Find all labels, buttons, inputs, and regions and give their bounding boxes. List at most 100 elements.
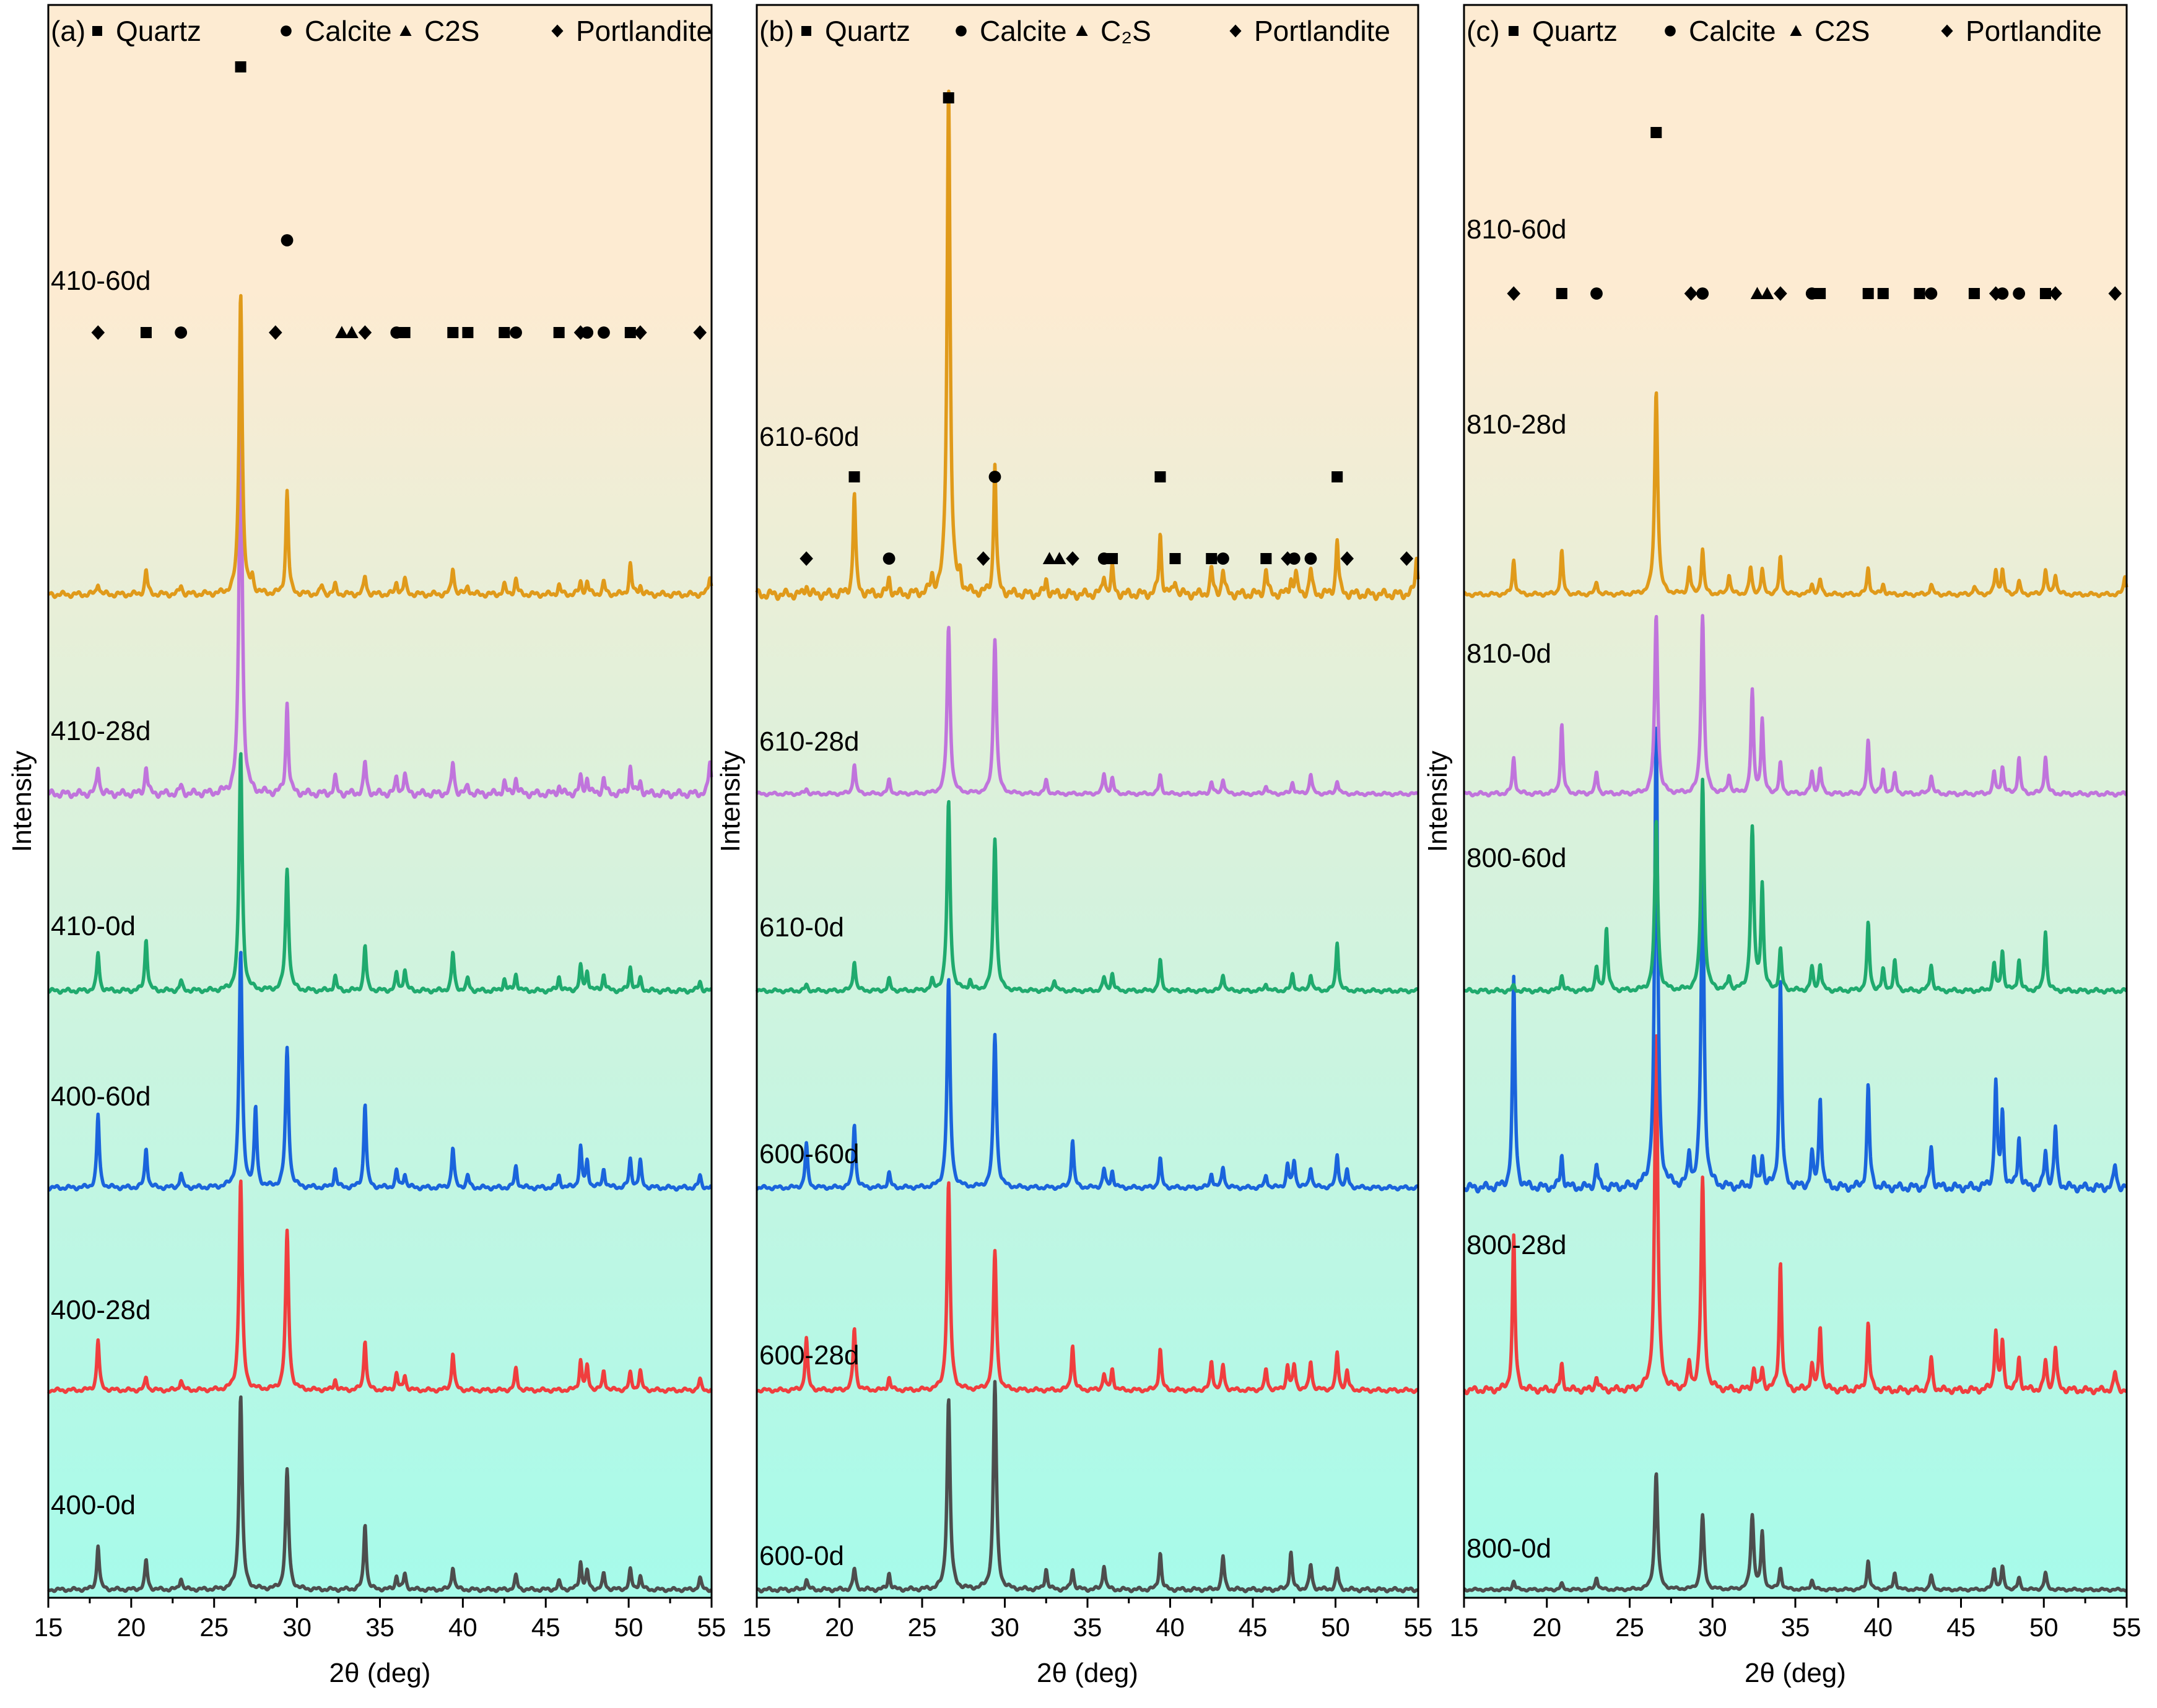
legend-label: Portlandite: [1254, 15, 1390, 47]
legend-symbol-circle: [281, 25, 292, 37]
phase-marker-square: [1107, 553, 1118, 564]
x-axis-title: 2θ (deg): [1037, 1658, 1138, 1688]
phase-marker-diamond: [1774, 286, 1787, 301]
xrd-curve-800-0d: [1463, 1472, 2128, 1593]
panel-label: (a): [51, 15, 85, 47]
phase-marker-circle: [281, 234, 294, 246]
xrd-curve-810-0d: [1463, 777, 2128, 995]
phase-marker-circle: [510, 326, 522, 339]
legend-label: C₂S: [1100, 15, 1151, 47]
phase-marker-square: [1815, 288, 1826, 299]
phase-marker-square: [1650, 127, 1662, 138]
phase-marker-square: [1556, 288, 1567, 299]
x-tick-label: 35: [1073, 1613, 1102, 1642]
phase-marker-square: [1331, 471, 1343, 482]
phase-marker-diamond: [1684, 286, 1698, 301]
xrd-curve-400-60d: [47, 951, 713, 1192]
x-tick-label: 25: [908, 1613, 937, 1642]
x-tick-label: 45: [531, 1613, 560, 1642]
panel-label: (b): [759, 15, 794, 47]
legend-symbol-circle: [956, 25, 967, 37]
curve-label: 810-0d: [1466, 638, 1551, 669]
y-axis-title: Intensity: [7, 751, 37, 852]
x-tick-label: 20: [825, 1613, 854, 1642]
legend-symbol-square: [1509, 26, 1519, 36]
phase-marker-square: [140, 327, 152, 338]
legend-label: Portlandite: [1966, 15, 2102, 47]
xrd-curve-800-28d: [1463, 1034, 2128, 1396]
legend-label: Calcite: [1689, 15, 1776, 47]
phase-marker-circle: [598, 326, 610, 339]
phase-marker-diamond: [693, 325, 707, 340]
phase-marker-diamond: [91, 325, 105, 340]
curve-label: 410-60d: [51, 266, 150, 296]
phase-marker-square: [499, 327, 510, 338]
xrd-curve-610-60d: [755, 89, 1420, 601]
xrd-curve-400-0d: [47, 1395, 713, 1593]
phase-marker-square: [1169, 553, 1181, 564]
x-tick-label: 35: [365, 1613, 394, 1642]
legend-symbol-diamond: [1229, 24, 1242, 38]
curve-label: 600-60d: [759, 1139, 859, 1169]
panel-2: 800-0d 800-28d 800-60d 810-0d 810-28d 810-60d…: [1423, 4, 2142, 1688]
phase-marker-square: [399, 327, 411, 338]
curve-label: 410-0d: [51, 911, 136, 941]
legend-symbol-square: [801, 26, 811, 36]
xrd-curve-800-60d: [1463, 726, 2128, 1194]
phase-marker-circle: [1996, 287, 2009, 300]
phase-marker-diamond: [2108, 286, 2122, 301]
curve-label: 800-60d: [1466, 843, 1566, 873]
legend-label: Calcite: [305, 15, 392, 47]
phase-marker-diamond: [1281, 551, 1294, 566]
panel-0: 400-0d 400-28d 400-60d 410-0d 410-28d 410-60d…: [7, 4, 726, 1688]
phase-marker-square: [1914, 288, 1925, 299]
curve-label: 410-28d: [51, 716, 150, 746]
phase-marker-square: [943, 92, 954, 103]
legend-label: Quartz: [1532, 15, 1618, 47]
curve-label: 810-60d: [1466, 214, 1566, 245]
curve-label: 610-0d: [759, 912, 844, 943]
curve-label: 800-28d: [1466, 1230, 1566, 1260]
phase-marker-circle: [882, 552, 895, 565]
x-tick-label: 30: [282, 1613, 312, 1642]
x-tick-label: 25: [199, 1613, 229, 1642]
xrd-curve-810-60d: [1463, 391, 2129, 598]
phase-marker-square: [1862, 288, 1874, 299]
phase-marker-diamond: [269, 325, 282, 340]
phase-marker-circle: [1925, 287, 1938, 300]
curve-label: 800-0d: [1466, 1533, 1551, 1564]
phase-marker-circle: [1304, 552, 1317, 565]
phase-marker-diamond: [2049, 286, 2062, 301]
x-tick-label: 30: [1698, 1613, 1727, 1642]
xrd-curve-600-0d: [756, 1380, 1419, 1594]
x-tick-label: 50: [2029, 1613, 2059, 1642]
legend-symbol-diamond: [551, 24, 564, 38]
curve-label: 810-28d: [1466, 409, 1566, 440]
legend-label: Quartz: [825, 15, 910, 47]
curve-label: 610-28d: [759, 726, 859, 757]
x-tick-label: 30: [990, 1613, 1019, 1642]
phase-marker-triangle: [1052, 552, 1066, 564]
phase-marker-circle: [175, 326, 188, 339]
curve-label: 400-0d: [51, 1490, 136, 1520]
phase-marker-circle: [1288, 552, 1301, 565]
phase-marker-square: [1968, 288, 1980, 299]
phase-marker-square: [1260, 553, 1272, 564]
legend-symbol-circle: [1665, 25, 1676, 37]
x-tick-label: 50: [614, 1613, 643, 1642]
phase-marker-circle: [581, 326, 594, 339]
x-tick-label: 50: [1321, 1613, 1350, 1642]
phase-marker-circle: [1217, 552, 1229, 565]
panel-background: [1464, 5, 2127, 1598]
panel-background: [48, 5, 712, 1598]
xrd-curve-400-28d: [47, 1179, 713, 1394]
x-tick-label: 15: [34, 1613, 63, 1642]
legend-symbol-triangle: [1076, 25, 1088, 36]
phase-marker-diamond: [1066, 551, 1079, 566]
phase-marker-triangle: [1042, 552, 1057, 564]
x-tick-label: 45: [1946, 1613, 1976, 1642]
x-tick-label: 55: [2112, 1613, 2142, 1642]
curve-label: 400-60d: [51, 1081, 150, 1112]
phase-marker-square: [1877, 288, 1889, 299]
